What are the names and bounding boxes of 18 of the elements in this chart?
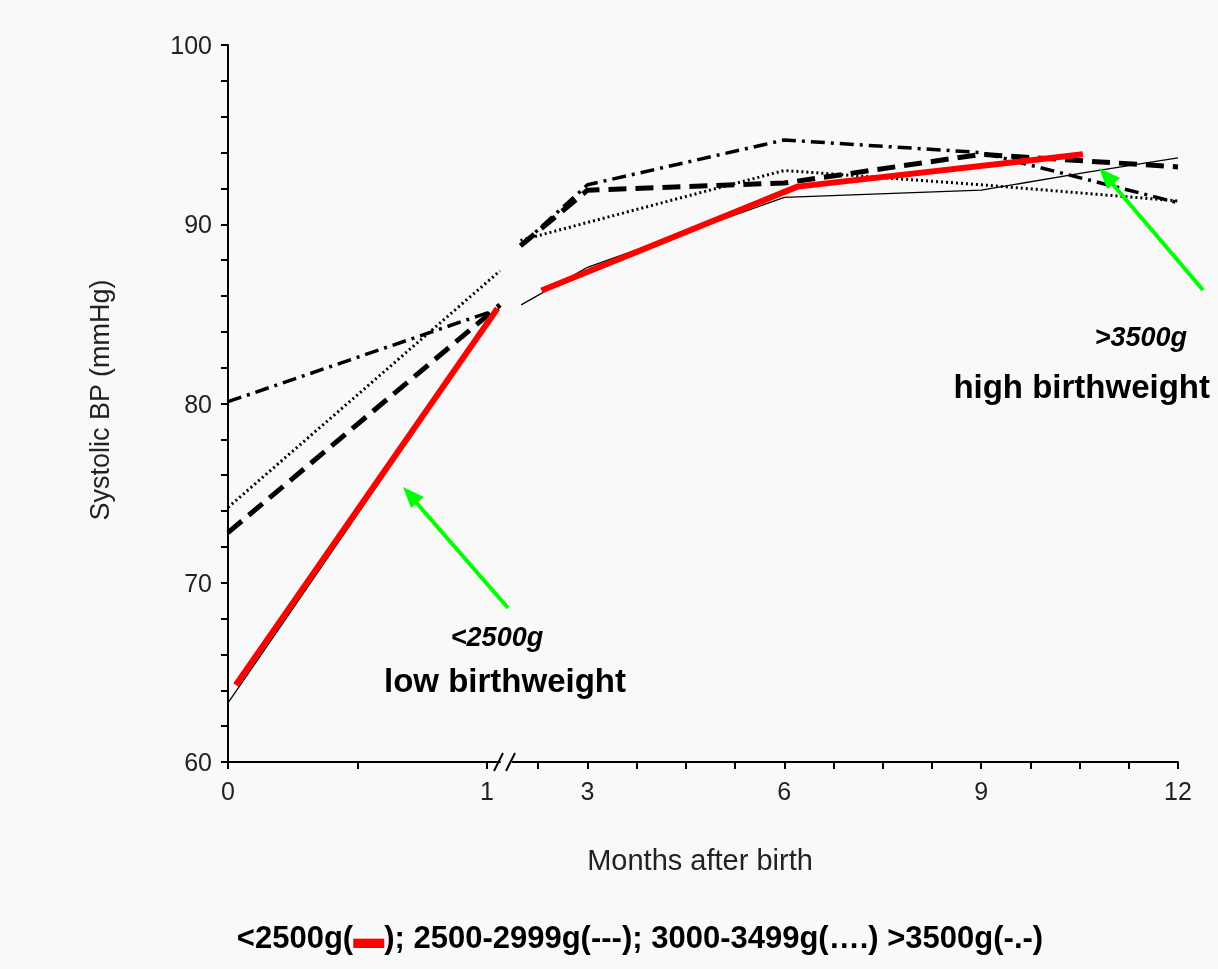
y-tick-label: 60 [184, 748, 212, 776]
annotation: high birthweight [953, 368, 1210, 406]
x-tick-label: 0 [221, 776, 235, 805]
y-tick-label: 70 [184, 568, 212, 597]
x-tick-label: 6 [777, 776, 792, 805]
text: <2500g(▬); 2500-2999g(---); 3000-3499g(….) >3500g(-.-) [236, 920, 1044, 956]
y-axis-title: Systolic BP (mmHg) [84, 279, 116, 521]
y-tick-label: 80 [184, 389, 212, 418]
y-tick-label: 100 [170, 31, 212, 59]
y-tick-label: 90 [184, 210, 212, 239]
x-axis-title: Months after birth [587, 844, 813, 877]
annotation: low birthweight [384, 662, 626, 700]
x-tick-label: 3 [580, 776, 595, 805]
x-tick-label: 9 [974, 776, 989, 805]
annotation: >3500g [1094, 322, 1187, 353]
annotation: <2500g [450, 622, 544, 653]
x-tick-label: 12 [1164, 776, 1192, 805]
x-tick-label: 1 [480, 776, 494, 805]
